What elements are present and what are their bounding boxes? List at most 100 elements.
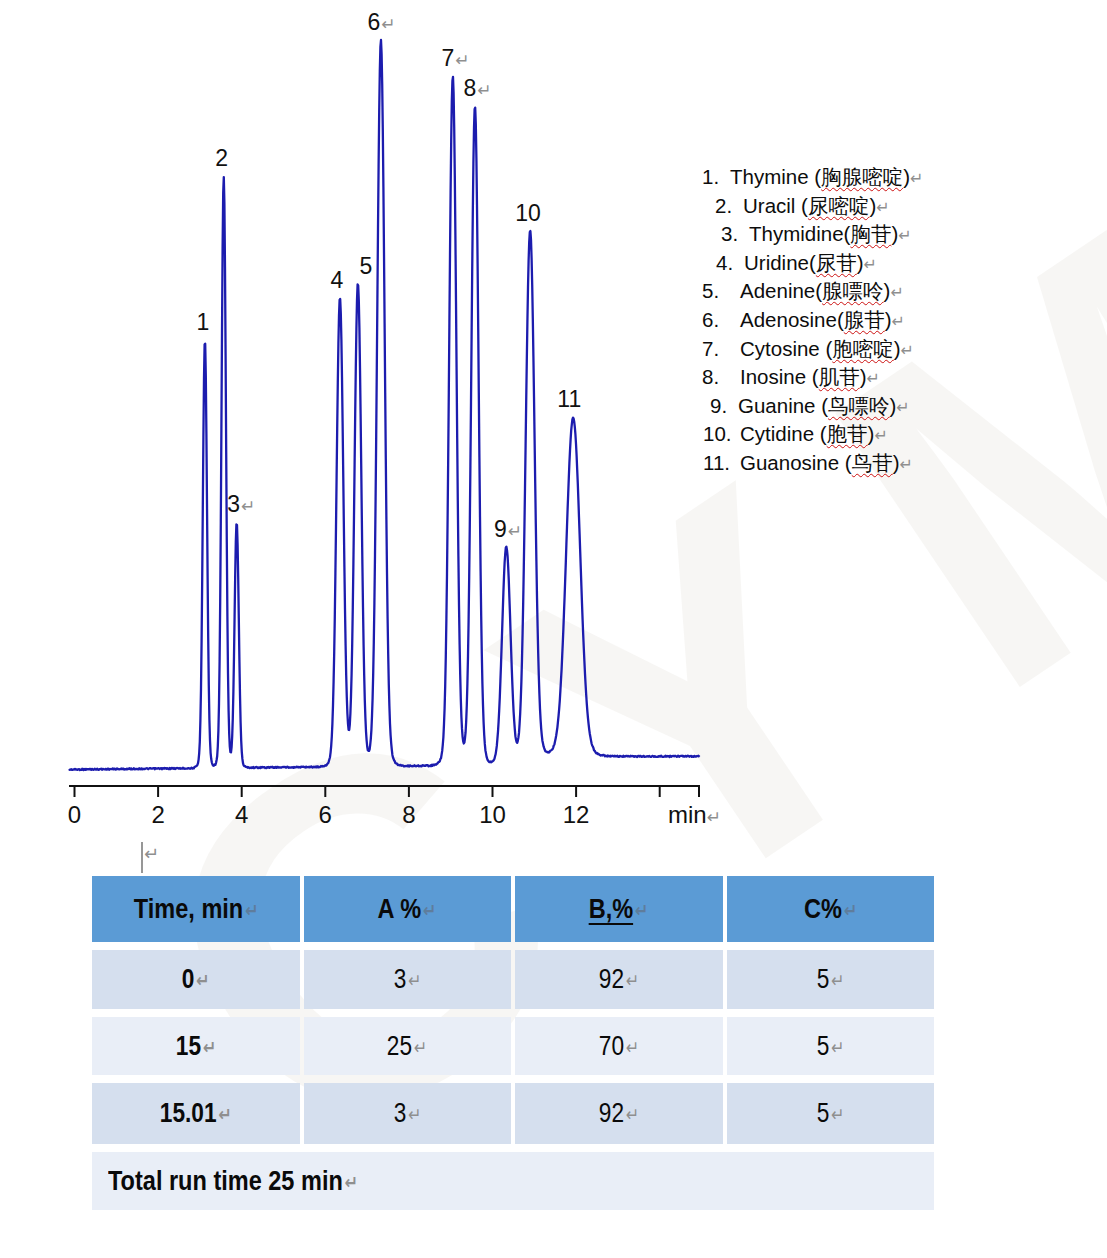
legend-item-name: Thymidine( (749, 222, 850, 245)
x-tick-label: 6 (319, 801, 332, 829)
legend-item-name: Thymine ( (730, 165, 821, 188)
legend-item-name: Uridine( (744, 251, 816, 274)
table-cell-text: 92 (599, 1098, 624, 1128)
legend-item: 3.Thymidine(胸苷)↵ (702, 220, 923, 249)
legend-item-name: Uracil ( (743, 194, 808, 217)
peak-number-text: 3 (227, 491, 240, 517)
peak-number-text: 8 (464, 75, 477, 101)
peak-number-label: 9↵ (494, 516, 522, 543)
peak-number-label: 8↵ (464, 75, 492, 102)
legend-item: 5.Adenine(腺嘌呤)↵ (702, 277, 923, 306)
table-header-text: B,% (589, 893, 633, 924)
legend-item-name: Adenosine( (740, 308, 844, 331)
return-arrow-icon: ↵ (901, 341, 914, 360)
legend-item-number: 6. (702, 306, 740, 335)
legend-item-number: 10. (703, 420, 740, 449)
table-header-cell: A %↵ (304, 876, 512, 942)
return-arrow-icon: ↵ (477, 80, 491, 100)
legend-item-paren: ) (903, 165, 910, 188)
legend-item-chinese: 胸腺嘧啶 (821, 165, 903, 188)
x-tick-label: 0 (68, 801, 81, 829)
peak-number-text: 5 (360, 253, 373, 279)
chromatogram-trace (69, 40, 700, 770)
table-footer-cell: Total run time 25 min↵ (92, 1152, 934, 1210)
peak-number-text: 9 (494, 516, 507, 542)
table-cell-text: 3 (393, 964, 406, 994)
legend-item-chinese: 肌苷 (819, 365, 860, 388)
table-cell-text: 0 (182, 964, 195, 994)
peak-legend: 1.Thymine (胸腺嘧啶)↵2.Uracil (尿嘧啶)↵3.Thymid… (702, 163, 923, 478)
table-cell-text: 70 (599, 1031, 624, 1061)
x-axis-unit-label: min↵ (668, 801, 721, 829)
table-cell-text: 5 (816, 964, 829, 994)
x-tick-label: 8 (402, 801, 415, 829)
table-cell-text: 25 (387, 1031, 412, 1061)
table-cell: 0↵ (92, 950, 300, 1009)
table-cell-text: 5 (816, 1031, 829, 1061)
legend-item-number: 7. (702, 335, 740, 364)
legend-item: 9.Guanine (鸟嘌呤)↵ (702, 392, 923, 421)
return-arrow-icon: ↵ (707, 807, 721, 827)
legend-item-name: Cytidine ( (740, 422, 827, 445)
legend-item: 7.Cytosine (胞嘧啶)↵ (702, 335, 923, 364)
paragraph-return-mark: ↵ (141, 842, 161, 874)
return-arrow-icon: ↵ (874, 426, 887, 445)
peak-number-text: 1 (197, 309, 210, 335)
legend-item-number: 1. (702, 163, 730, 192)
table-footer-text: Total run time 25 min (108, 1165, 343, 1196)
return-arrow-icon: ↵ (831, 969, 844, 991)
return-arrow-icon: ↵ (892, 312, 905, 331)
peak-number-text: 10 (515, 200, 541, 226)
gradient-table: Time, min↵A %↵B,%↵C%↵0↵3↵92↵5↵15↵25↵70↵5… (92, 876, 934, 1210)
return-arrow-icon: ↵ (218, 1103, 231, 1125)
legend-item-name: Guanosine ( (740, 451, 852, 474)
x-tick-label: 4 (235, 801, 248, 829)
return-arrow-icon: ↵ (144, 843, 159, 864)
table-cell: 3↵ (304, 950, 512, 1009)
return-arrow-icon: ↵ (843, 899, 856, 921)
table-cell: 92↵ (515, 950, 723, 1009)
peak-number-label: 10 (515, 200, 541, 227)
table-cell: 3↵ (304, 1083, 512, 1144)
return-arrow-icon: ↵ (414, 1036, 427, 1058)
legend-item-number: 9. (710, 392, 738, 421)
legend-item-paren: ) (894, 337, 901, 360)
table-cell-text: 5 (816, 1098, 829, 1128)
x-tick-label: 12 (563, 801, 590, 829)
peak-number-label: 2 (215, 145, 228, 172)
return-arrow-icon: ↵ (508, 521, 522, 541)
table-cell: 70↵ (515, 1017, 723, 1075)
return-arrow-icon: ↵ (241, 496, 255, 516)
legend-item-chinese: 鸟嘌呤 (828, 394, 890, 417)
table-header-cell: C%↵ (727, 876, 935, 942)
table-cell-text: 15.01 (160, 1098, 217, 1128)
table-cell: 5↵ (727, 950, 935, 1009)
return-arrow-icon: ↵ (896, 398, 909, 417)
legend-item-chinese: 腺嘌呤 (822, 279, 884, 302)
return-arrow-icon: ↵ (203, 1036, 216, 1058)
return-arrow-icon: ↵ (196, 969, 209, 991)
legend-item-chinese: 胞苷 (827, 422, 868, 445)
return-arrow-icon: ↵ (408, 1103, 421, 1125)
table-cell: 25↵ (304, 1017, 512, 1075)
legend-item: 2.Uracil (尿嘧啶)↵ (702, 192, 923, 221)
return-arrow-icon: ↵ (900, 455, 913, 474)
legend-item-chinese: 鸟苷 (852, 451, 893, 474)
legend-item: 11.Guanosine (鸟苷)↵ (702, 449, 923, 478)
table-header-cell: B,%↵ (515, 876, 723, 942)
return-arrow-icon: ↵ (455, 50, 469, 70)
return-arrow-icon: ↵ (344, 1171, 357, 1193)
return-arrow-icon: ↵ (831, 1103, 844, 1125)
peak-number-text: 2 (215, 145, 228, 171)
peak-number-label: 5 (360, 253, 373, 280)
legend-item-chinese: 尿苷 (816, 251, 857, 274)
x-tick-label: 10 (479, 801, 506, 829)
table-header-text: C% (804, 893, 842, 924)
peak-number-label: 11 (557, 386, 581, 413)
legend-item: 1.Thymine (胸腺嘧啶)↵ (702, 163, 923, 192)
legend-item-paren: ) (893, 451, 900, 474)
return-arrow-icon: ↵ (626, 1036, 639, 1058)
return-arrow-icon: ↵ (898, 226, 911, 245)
return-arrow-icon: ↵ (866, 369, 879, 388)
table-cell: 15.01↵ (92, 1083, 300, 1144)
